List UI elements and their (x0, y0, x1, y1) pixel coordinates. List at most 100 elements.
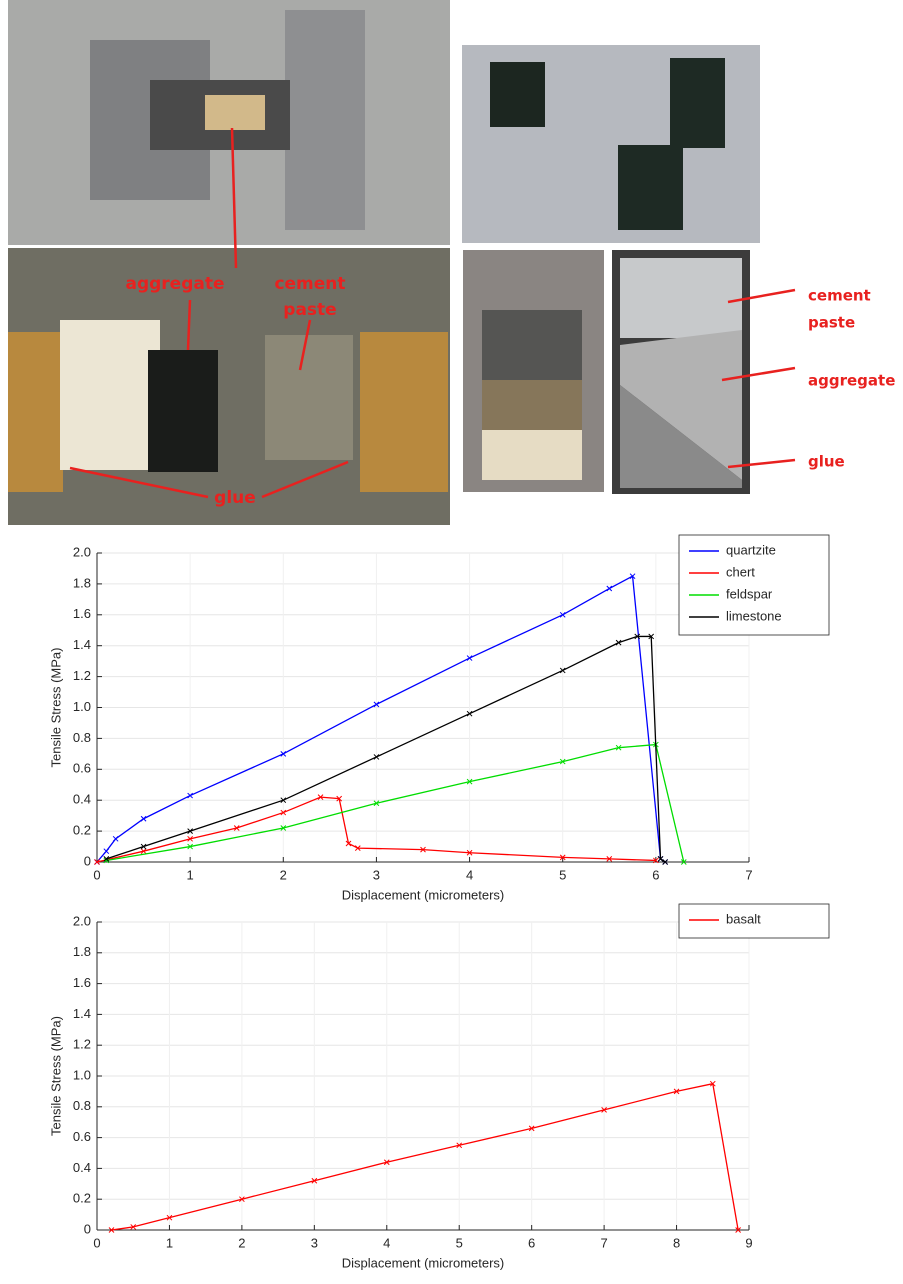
x-tick-label: 3 (373, 867, 380, 882)
marker (466, 778, 473, 785)
photo-part (360, 332, 448, 492)
marker (528, 1125, 535, 1132)
photo-part (60, 320, 160, 470)
pointer (261, 460, 349, 499)
marker (108, 1227, 115, 1233)
marker (233, 825, 240, 831)
marker (466, 849, 473, 856)
x-tick-label: 7 (745, 867, 752, 882)
marker (657, 856, 664, 862)
marker (187, 843, 193, 850)
photo-part (620, 330, 742, 480)
pointer (721, 366, 796, 382)
photo-part (205, 95, 265, 130)
marker (140, 815, 147, 822)
y-tick-label: 0.8 (73, 730, 91, 745)
marker (112, 835, 119, 842)
pointer-lines (69, 127, 796, 499)
series-line (96, 575, 666, 863)
marker (239, 1196, 245, 1203)
marker (187, 792, 193, 799)
legend-label: basalt (726, 911, 761, 926)
photo-part (285, 10, 365, 230)
marker (559, 758, 566, 765)
legend-label: chert (726, 564, 755, 579)
marker (140, 843, 147, 850)
y-tick-label: 0 (84, 853, 91, 868)
y-tick-label: 0.4 (73, 792, 91, 807)
x-tick-label: 4 (466, 867, 473, 882)
marker (383, 1159, 390, 1166)
annotation: cement (808, 287, 871, 305)
y-tick-label: 0.6 (73, 761, 91, 776)
marker (629, 573, 636, 580)
y-tick-label: 0.6 (73, 1129, 91, 1144)
pointer (186, 299, 192, 351)
annotation: paste (283, 300, 336, 320)
marker (373, 800, 380, 807)
x-tick-label: 1 (187, 867, 194, 882)
x-tick-label: 0 (93, 867, 100, 882)
x-tick-label: 0 (93, 1235, 100, 1250)
marker (187, 835, 193, 842)
annotation: aggregate (808, 372, 895, 390)
x-tick-label: 3 (311, 1235, 318, 1250)
marker (280, 825, 287, 831)
marker (673, 1088, 680, 1095)
marker (680, 859, 687, 865)
pointer (69, 466, 209, 499)
annotation: glue (808, 453, 845, 471)
y-tick-label: 1.4 (73, 637, 91, 652)
photo-part (490, 62, 545, 127)
annotation: glue (214, 488, 256, 508)
y-tick-label: 0.8 (73, 1098, 91, 1113)
marker (103, 848, 110, 855)
y-tick-label: 1.8 (73, 575, 91, 590)
marker (559, 854, 566, 861)
legend-label: quartzite (726, 542, 776, 557)
marker (140, 848, 147, 855)
marker (466, 655, 473, 661)
marker (606, 585, 613, 592)
marker (456, 1142, 463, 1149)
marker (166, 1214, 173, 1221)
y-tick-label: 1.2 (73, 1037, 91, 1052)
photo-part (482, 380, 582, 430)
series-line (96, 796, 656, 863)
series-line (106, 635, 666, 863)
marker (103, 856, 110, 862)
y-tick-label: 1.0 (73, 1067, 91, 1082)
marker (345, 840, 352, 847)
x-tick-label: 1 (166, 1235, 173, 1250)
y-tick-label: 1.2 (73, 668, 91, 683)
pointer (298, 319, 312, 371)
photo-part (148, 350, 218, 472)
marker (709, 1080, 716, 1087)
x-tick-label: 9 (745, 1235, 752, 1250)
marker (634, 633, 641, 640)
marker (559, 667, 566, 674)
photo-part (620, 258, 742, 338)
marker (280, 809, 287, 816)
marker (130, 1224, 137, 1230)
marker (559, 611, 566, 618)
photo-part (482, 310, 582, 380)
annotation: cement (274, 274, 345, 294)
marker (420, 846, 426, 853)
pointer (727, 288, 796, 304)
y-tick-label: 1.0 (73, 699, 91, 714)
marker (653, 857, 659, 864)
marker (601, 1107, 607, 1113)
annotation: aggregate (125, 274, 224, 294)
y-tick-label: 0 (84, 1221, 91, 1236)
marker (662, 859, 669, 865)
pointer (727, 458, 796, 469)
photo-part (670, 58, 725, 148)
x-tick-label: 6 (652, 867, 659, 882)
x-tick-label: 5 (559, 867, 566, 882)
legend-label: feldspar (726, 586, 773, 601)
y-axis-label: Tensile Stress (MPa) (48, 1016, 63, 1136)
y-tick-label: 1.6 (73, 606, 91, 621)
y-tick-label: 1.4 (73, 1006, 91, 1021)
